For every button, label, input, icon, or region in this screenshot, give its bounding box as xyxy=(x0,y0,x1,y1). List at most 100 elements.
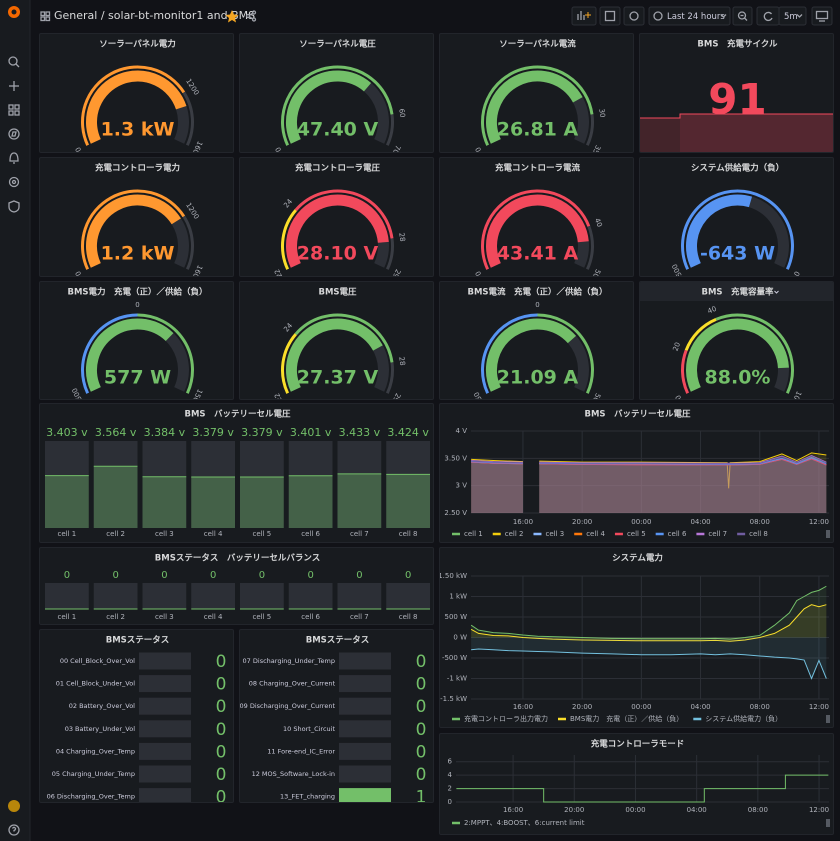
panel-body: 充電コントローラ電流 0 40 50 43.41 A xyxy=(474,163,603,277)
gauge-tick-label: 24 xyxy=(282,321,294,333)
bar xyxy=(337,473,382,528)
series-area xyxy=(471,458,827,513)
bar xyxy=(288,475,333,528)
help-icon[interactable] xyxy=(8,824,20,836)
panel-body: BMS電流 充電（正）／供給（負） -50 0 50 21.09 A xyxy=(467,287,607,400)
refresh-icon xyxy=(763,11,773,22)
x-tick-label: 04:00 xyxy=(690,703,710,711)
row-bar-background xyxy=(339,742,391,760)
tv-mode-button[interactable] xyxy=(811,6,833,26)
x-tick-label: 12:00 xyxy=(809,703,829,711)
gauge-tick-label: 22 xyxy=(273,268,284,277)
gauge-value-label: 43.41 A xyxy=(497,243,579,265)
series-line xyxy=(471,648,827,680)
panel-body: BMSステータス 00 Cell_Block_Over_Vol 0 01 Cell_B… xyxy=(47,635,227,803)
legend-scroll-icon xyxy=(826,530,830,538)
create-icon[interactable] xyxy=(9,81,19,91)
gauge-value-label: 1.2 kW xyxy=(101,243,175,265)
legend-label: cell 6 xyxy=(668,530,687,538)
gauge-value-label: -643 W xyxy=(700,243,775,265)
series-area xyxy=(471,456,827,513)
time-picker[interactable] xyxy=(648,6,731,26)
bar-value-label: 3.403 v xyxy=(46,426,88,439)
config-icon[interactable] xyxy=(8,176,20,188)
chevron-icon xyxy=(796,14,803,18)
legend-label: cell 4 xyxy=(586,530,605,538)
gauge-value-label: 88.0% xyxy=(705,367,771,389)
bar-value-label: 0 xyxy=(259,570,265,581)
save-button[interactable] xyxy=(599,6,621,26)
refresh-button[interactable] xyxy=(756,6,780,26)
settings-button[interactable] xyxy=(623,6,645,26)
settings-icon xyxy=(629,11,639,21)
y-tick-label: 4 xyxy=(448,771,453,779)
share-icon[interactable] xyxy=(245,10,257,22)
gauge-tick-label: 70 xyxy=(391,144,402,153)
gauge-tick-label: 100 xyxy=(790,390,803,400)
zoom-out-icon xyxy=(737,11,748,21)
row-bar-background xyxy=(339,652,391,670)
panel: 充電コントローラ電圧 22 24 28 29 28.10 V xyxy=(239,157,434,277)
bar-category-label: cell 6 xyxy=(301,613,320,621)
user-avatar[interactable] xyxy=(8,800,20,812)
series-area xyxy=(471,637,827,679)
dashboards-icon[interactable] xyxy=(8,104,20,116)
title-menu-chevron xyxy=(774,290,779,294)
y-tick-label: 2 xyxy=(448,785,452,793)
threshold-band xyxy=(81,189,186,270)
panel: ソーラーパネル電流 0 30 35 26.81 A xyxy=(439,33,634,153)
row-bar xyxy=(339,788,391,802)
alerting-icon[interactable] xyxy=(9,152,19,164)
explore-icon[interactable] xyxy=(8,128,20,140)
threshold-band xyxy=(385,238,394,270)
breadcrumb[interactable]: General / solar-bt-monitor1 and BMS xyxy=(54,9,255,22)
row-bar-background xyxy=(339,765,391,783)
gauge-tick-label: 35 xyxy=(591,144,602,153)
panel: BMSステータス 00 Cell_Block_Over_Vol 0 01 Cell_B… xyxy=(39,629,234,803)
bar-background xyxy=(337,583,382,609)
panel: BMS電圧 22 24 28 29 27.37 V xyxy=(239,281,434,400)
row-value: 1 xyxy=(416,788,427,803)
series-line xyxy=(471,458,827,466)
gauge-value xyxy=(686,194,753,268)
row-value: 0 xyxy=(416,652,427,672)
gauge-value xyxy=(86,70,187,144)
row-label: 01 Cell_Block_Under_Vol xyxy=(56,680,135,688)
dashboard-grid-icon xyxy=(40,11,51,22)
row-label: 02 Battery_Over_Vol xyxy=(69,702,135,710)
row-value: 0 xyxy=(216,765,227,785)
row-value: 0 xyxy=(216,652,227,672)
legend-label: cell 3 xyxy=(545,530,564,538)
x-tick-label: 20:00 xyxy=(572,703,592,711)
threshold-band xyxy=(81,313,138,394)
gauge-tick-label: 1500 xyxy=(189,388,204,400)
legend-label: BMS電力 充電（正）／供給（負） xyxy=(570,714,683,723)
search-icon[interactable] xyxy=(8,56,20,68)
panel-title: 充電コントローラ電流 xyxy=(495,163,581,174)
panel-body: ソーラーパネル電流 0 30 35 26.81 A xyxy=(474,39,606,153)
gauge-tick-label: 0 xyxy=(792,270,801,277)
gauge-value xyxy=(286,318,383,392)
gauge-value-label: 47.40 V xyxy=(297,119,379,141)
series-line xyxy=(471,452,827,489)
gauge-value-label: 21.09 A xyxy=(497,367,579,389)
row-value: 0 xyxy=(216,720,227,740)
bar-value-label: 3.424 v xyxy=(387,426,429,439)
row-bar-background xyxy=(139,652,191,670)
admin-icon[interactable] xyxy=(8,200,20,213)
bar-background xyxy=(240,441,284,528)
panel: BMSステータス 07 Discharging_Under_Temp 0 08 Cha… xyxy=(239,629,434,803)
row-bar-background xyxy=(139,765,191,783)
gauge-value-label: 1.3 kW xyxy=(101,119,175,141)
gauge-tick-label: 22 xyxy=(273,392,284,400)
series-area xyxy=(471,457,827,513)
threshold-band xyxy=(81,65,186,146)
refresh-interval[interactable] xyxy=(778,6,807,26)
panel-body: システム供給電力（負） -1500 0 -643 W xyxy=(671,163,801,277)
y-tick-label: 2.50 V xyxy=(444,509,467,517)
row-value: 0 xyxy=(216,788,227,803)
star-icon[interactable] xyxy=(225,10,239,23)
gauge-tick-label: 28 xyxy=(397,356,406,366)
bar-category-label: cell 7 xyxy=(350,613,369,621)
